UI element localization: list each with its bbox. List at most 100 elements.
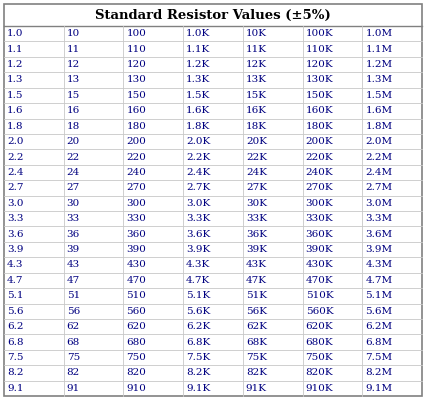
- Text: 8.2M: 8.2M: [365, 368, 392, 377]
- Text: 7.5M: 7.5M: [365, 353, 392, 362]
- Text: 100K: 100K: [305, 29, 333, 38]
- Text: 20K: 20K: [246, 137, 267, 146]
- Text: 470K: 470K: [305, 276, 333, 285]
- Text: 2.7K: 2.7K: [186, 183, 210, 192]
- Text: 1.2K: 1.2K: [186, 60, 210, 69]
- Text: 7.5: 7.5: [7, 353, 23, 362]
- Text: 6.8K: 6.8K: [186, 338, 210, 346]
- Text: 75K: 75K: [246, 353, 267, 362]
- Text: 220K: 220K: [305, 152, 333, 162]
- Text: 430: 430: [127, 260, 146, 270]
- Text: 180: 180: [127, 122, 146, 131]
- Text: 6.2M: 6.2M: [365, 322, 392, 331]
- Text: 15: 15: [67, 91, 80, 100]
- Text: 560K: 560K: [305, 307, 333, 316]
- Text: 110K: 110K: [305, 45, 333, 54]
- Text: 15K: 15K: [246, 91, 267, 100]
- Text: 5.1K: 5.1K: [186, 291, 210, 300]
- Text: 43: 43: [67, 260, 80, 270]
- Text: 82: 82: [67, 368, 80, 377]
- Text: 1.0: 1.0: [7, 29, 23, 38]
- Text: 330K: 330K: [305, 214, 333, 223]
- Text: 9.1: 9.1: [7, 384, 23, 393]
- Text: 68: 68: [67, 338, 80, 346]
- Text: 910K: 910K: [305, 384, 333, 393]
- Text: 16: 16: [67, 106, 80, 115]
- Text: 82K: 82K: [246, 368, 267, 377]
- Text: 2.4K: 2.4K: [186, 168, 210, 177]
- Text: 3.9M: 3.9M: [365, 245, 392, 254]
- Text: 3.0M: 3.0M: [365, 199, 392, 208]
- Text: 470: 470: [127, 276, 146, 285]
- Text: 4.3K: 4.3K: [186, 260, 210, 270]
- Text: 8.2K: 8.2K: [186, 368, 210, 377]
- Text: 24: 24: [67, 168, 80, 177]
- Text: 1.3: 1.3: [7, 76, 23, 84]
- Text: 47K: 47K: [246, 276, 267, 285]
- Text: 560: 560: [127, 307, 146, 316]
- Text: 360K: 360K: [305, 230, 333, 239]
- Text: 39: 39: [67, 245, 80, 254]
- Text: 3.9: 3.9: [7, 245, 23, 254]
- Text: 62: 62: [67, 322, 80, 331]
- Text: 3.3: 3.3: [7, 214, 23, 223]
- Text: 24K: 24K: [246, 168, 267, 177]
- Text: 68K: 68K: [246, 338, 267, 346]
- Text: 47: 47: [67, 276, 80, 285]
- Text: 200K: 200K: [305, 137, 333, 146]
- Text: 8.2: 8.2: [7, 368, 23, 377]
- Text: 680: 680: [127, 338, 146, 346]
- Text: 510: 510: [127, 291, 146, 300]
- Text: 12K: 12K: [246, 60, 267, 69]
- Text: 1.2M: 1.2M: [365, 60, 392, 69]
- Text: 4.3: 4.3: [7, 260, 23, 270]
- Text: 910: 910: [127, 384, 146, 393]
- Text: 3.6: 3.6: [7, 230, 23, 239]
- Text: 2.2K: 2.2K: [186, 152, 210, 162]
- Text: 3.3K: 3.3K: [186, 214, 210, 223]
- Text: 2.2: 2.2: [7, 152, 23, 162]
- Text: 120: 120: [127, 60, 146, 69]
- Text: 160K: 160K: [305, 106, 333, 115]
- Text: 62K: 62K: [246, 322, 267, 331]
- Text: 150: 150: [127, 91, 146, 100]
- Text: 27: 27: [67, 183, 80, 192]
- Text: 300: 300: [127, 199, 146, 208]
- Text: 12: 12: [67, 60, 80, 69]
- Text: 1.6M: 1.6M: [365, 106, 392, 115]
- Text: 4.7: 4.7: [7, 276, 23, 285]
- Text: 9.1K: 9.1K: [186, 384, 210, 393]
- Text: 91K: 91K: [246, 384, 267, 393]
- Text: 820K: 820K: [305, 368, 333, 377]
- Text: 360: 360: [127, 230, 146, 239]
- Text: 5.1M: 5.1M: [365, 291, 392, 300]
- Text: 3.9K: 3.9K: [186, 245, 210, 254]
- Text: 300K: 300K: [305, 199, 333, 208]
- Text: 1.3K: 1.3K: [186, 76, 210, 84]
- Text: 1.5K: 1.5K: [186, 91, 210, 100]
- Text: 91: 91: [67, 384, 80, 393]
- Text: 1.8K: 1.8K: [186, 122, 210, 131]
- Text: 6.8M: 6.8M: [365, 338, 392, 346]
- Text: 7.5K: 7.5K: [186, 353, 210, 362]
- Text: 3.3M: 3.3M: [365, 214, 392, 223]
- Text: Standard Resistor Values (±5%): Standard Resistor Values (±5%): [95, 8, 331, 22]
- Text: 36K: 36K: [246, 230, 267, 239]
- Text: 750K: 750K: [305, 353, 333, 362]
- Text: 620: 620: [127, 322, 146, 331]
- Text: 56: 56: [67, 307, 80, 316]
- Text: 10: 10: [67, 29, 80, 38]
- Text: 9.1M: 9.1M: [365, 384, 392, 393]
- Text: 1.6: 1.6: [7, 106, 23, 115]
- Text: 330: 330: [127, 214, 146, 223]
- Text: 43K: 43K: [246, 260, 267, 270]
- Text: 11: 11: [67, 45, 80, 54]
- Text: 6.2K: 6.2K: [186, 322, 210, 331]
- Text: 2.7M: 2.7M: [365, 183, 392, 192]
- Text: 100: 100: [127, 29, 146, 38]
- Text: 6.8: 6.8: [7, 338, 23, 346]
- Text: 6.2: 6.2: [7, 322, 23, 331]
- Text: 390: 390: [127, 245, 146, 254]
- Text: 2.4: 2.4: [7, 168, 23, 177]
- Text: 16K: 16K: [246, 106, 267, 115]
